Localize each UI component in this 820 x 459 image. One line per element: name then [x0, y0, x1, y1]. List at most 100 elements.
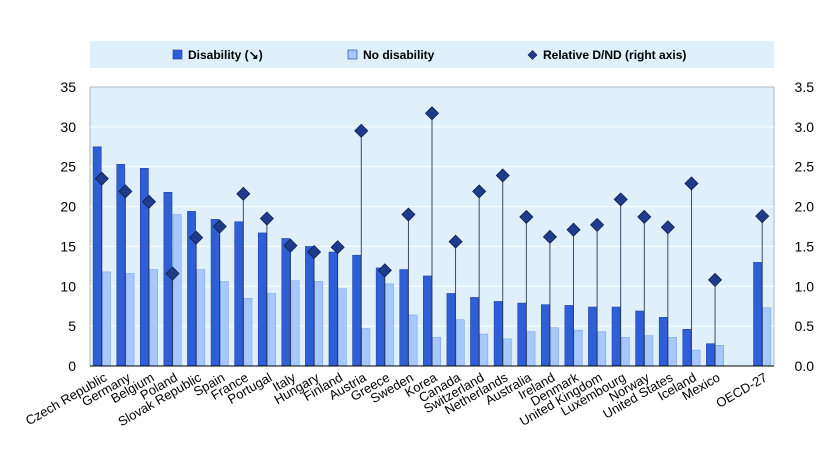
bar-no-disability	[762, 307, 772, 367]
legend: Disability (↘) No disability Relative D/ND…	[172, 48, 686, 62]
bar-no-disability	[290, 280, 300, 367]
bar-no-disability	[644, 335, 654, 367]
bar-no-disability	[503, 338, 512, 367]
bar-disability	[706, 343, 715, 367]
legend-label: No disability	[363, 48, 435, 62]
left-tick-label: 25	[60, 159, 76, 175]
category-label: OECD-27	[713, 370, 769, 411]
legend-swatch	[172, 49, 183, 60]
ratio-marker	[472, 184, 487, 199]
ratio-marker	[542, 229, 557, 244]
bar-disability	[588, 306, 597, 367]
bar-disability	[234, 221, 244, 367]
right-tick-label: 2.5	[795, 159, 815, 175]
ratio-marker	[637, 209, 652, 224]
bar-disability	[281, 238, 291, 367]
bar-no-disability	[385, 283, 394, 367]
right-axis: 0.0 0.5 1.0 1.5 2.0 2.5 3.0 3.5	[795, 79, 815, 374]
bar-no-disability	[479, 333, 489, 367]
right-tick-label: 0.0	[795, 358, 815, 374]
ratio-marker	[354, 123, 369, 138]
ratio-stems	[101, 113, 763, 366]
ratio-marker	[330, 240, 345, 255]
left-axis: 0 5 10 15 20 25 30 35	[60, 79, 76, 374]
ratio-marker	[613, 192, 628, 207]
left-tick-label: 5	[68, 318, 76, 334]
ratio-marker	[165, 266, 180, 281]
ratio-marker	[566, 222, 581, 237]
ratio-marker	[94, 171, 109, 186]
bars	[92, 146, 772, 367]
bar-no-disability	[172, 214, 182, 367]
bar-no-disability	[243, 297, 253, 367]
left-tick-label: 15	[60, 238, 76, 254]
legend-label: Relative D/ND (right axis)	[543, 48, 686, 62]
bar-disability	[611, 306, 621, 367]
ratio-marker	[424, 106, 440, 121]
bar-disability	[635, 310, 645, 367]
legend-swatch	[347, 49, 358, 60]
bar-no-disability	[620, 337, 630, 367]
bar-no-disability	[455, 319, 465, 367]
bar-no-disability	[102, 271, 111, 367]
left-tick-label: 30	[60, 119, 76, 135]
bar-no-disability	[550, 327, 559, 367]
legend-label: Disability (↘)	[188, 48, 263, 62]
bar-no-disability	[125, 273, 135, 367]
ratio-marker	[236, 186, 251, 201]
bar-disability	[328, 251, 338, 367]
ratio-marker	[448, 234, 463, 249]
bar-disability	[564, 305, 574, 367]
right-tick-label: 2.0	[795, 199, 815, 215]
ratio-marker	[212, 219, 227, 234]
bar-disability	[470, 297, 479, 367]
bar-no-disability	[573, 329, 583, 367]
right-tick-label: 0.5	[795, 318, 815, 334]
ratio-marker	[660, 220, 675, 235]
bar-disability	[352, 254, 361, 367]
bar-disability	[517, 302, 527, 367]
bar-disability	[375, 267, 385, 367]
bar-disability	[210, 219, 220, 367]
bar-disability	[446, 293, 456, 367]
left-tick-label: 0	[68, 358, 76, 374]
ratio-marker	[590, 217, 605, 232]
ratio-markers	[94, 106, 770, 287]
right-tick-label: 3.5	[795, 79, 815, 95]
legend-swatch	[527, 50, 538, 60]
ratio-marker	[141, 194, 157, 209]
bar-no-disability	[361, 328, 371, 367]
ratio-marker	[377, 263, 392, 278]
right-tick-label: 1.5	[795, 238, 815, 254]
bar-disability	[257, 232, 267, 367]
ratio-marker	[189, 230, 204, 245]
bar-no-disability	[691, 349, 701, 367]
ratio-marker	[307, 244, 322, 260]
bar-disability	[682, 329, 692, 367]
ratio-marker	[519, 209, 534, 224]
ratio-marker	[707, 272, 723, 287]
ratio-marker	[118, 184, 133, 199]
bar-disability	[753, 262, 762, 367]
ratio-marker	[259, 211, 274, 226]
bar-no-disability	[408, 314, 418, 367]
bar-no-disability	[715, 345, 724, 367]
bar-disability	[540, 304, 550, 367]
bar-disability	[399, 269, 409, 367]
bar-no-disability	[526, 331, 536, 367]
bar-no-disability	[597, 331, 607, 367]
bar-no-disability	[668, 337, 677, 367]
category-axis: Czech RepublicGermanyBelgiumPolandSlovak…	[23, 369, 770, 429]
legend-box	[90, 41, 774, 68]
bar-no-disability	[219, 281, 229, 367]
bar-no-disability	[149, 269, 158, 367]
right-tick-label: 3.0	[795, 119, 815, 135]
left-tick-label: 35	[60, 79, 76, 95]
left-tick-label: 20	[60, 199, 76, 215]
bar-no-disability	[196, 269, 206, 367]
bar-no-disability	[432, 337, 441, 367]
bar-no-disability	[314, 281, 324, 367]
ratio-marker	[283, 238, 298, 253]
right-tick-label: 1.0	[795, 278, 815, 294]
